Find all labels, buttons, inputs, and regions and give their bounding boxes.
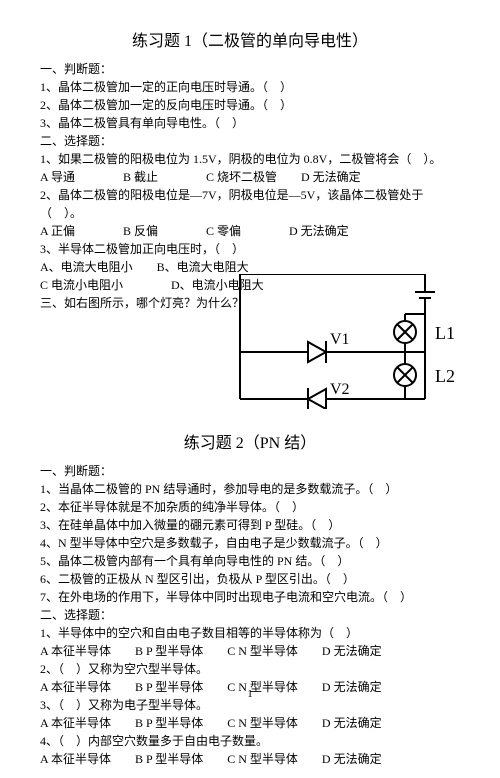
diode-v1-icon	[308, 341, 326, 363]
lamp-l2-icon	[394, 352, 416, 399]
ex1-q2: 2、晶体二极管的阳极电位是—7V，阴极电位是—5V，该晶体二极管处于（ ）。	[40, 186, 460, 222]
ex2-j4: 4、N 型半导体中空穴是多数载子，自由电子是少数载流子。（ ）	[40, 534, 460, 552]
ex2-j5: 5、晶体二极管内部有一个具有单向导电性的 PN 结。（ ）	[40, 552, 460, 570]
ex2-j7: 7、在外电场的作用下，半导体中同时出现电子电流和空穴电流。（ ）	[40, 588, 460, 606]
ex1-title: 练习题 1（二极管的单向导电性）	[40, 30, 460, 54]
lamp-l1-icon	[394, 314, 416, 352]
ex2-q3-opts: A 本征半导体 B P 型半导体 C N 型半导体 D 无法确定	[40, 714, 460, 732]
ex1-q1-opts: A 导通 B 截止 C 烧坏二极管 D 无法确定	[40, 168, 460, 186]
ex2-j3: 3、在硅单晶体中加入微量的硼元素可得到 P 型硅。（ ）	[40, 516, 460, 534]
lamp-l1-label: L1	[435, 323, 455, 343]
diode-v1-label: V1	[330, 331, 350, 348]
ex2-title: 练习题 2（PN 结）	[40, 432, 460, 456]
ex2-q1-opts: A 本征半导体 B P 型半导体 C N 型半导体 D 无法确定	[40, 642, 460, 660]
ex2-q4: 4、（ ）内部空穴数量多于自由电子数量。	[40, 732, 460, 750]
ex1-j1: 1、晶体二极管加一定的正向电压时导通。（ ）	[40, 78, 460, 96]
diode-v2-label: V2	[330, 381, 350, 398]
ex1-q1: 1、如果二极管的阳极电位为 1.5V，阴极的电位为 0.8V，二极管将会（ ）。	[40, 150, 460, 168]
circuit-diagram: V1 V2 L1 L2	[230, 274, 460, 409]
lamp-l2-label: L2	[435, 366, 455, 386]
ex2-sect1: 一、判断题：	[40, 462, 460, 480]
page-number: 1	[0, 688, 500, 700]
battery-icon	[415, 274, 435, 314]
ex1-sect1: 一、判断题：	[40, 60, 460, 78]
ex1-q2-opts: A 正偏 B 反偏 C 零偏 D 无法确定	[40, 222, 460, 240]
ex2-j6: 6、二极管的正极从 N 型区引出，负极从 P 型区引出。（ ）	[40, 570, 460, 588]
ex2-sect2: 二、选择题：	[40, 606, 460, 624]
ex2-q1: 1、半导体中的空穴和自由电子数目相等的半导体称为（ ）	[40, 624, 460, 642]
ex2-j1: 1、当晶体二极管的 PN 结导通时，参加导电的是多数载流子。（ ）	[40, 480, 460, 498]
ex2-q2: 2、（ ）又称为空穴型半导体。	[40, 660, 460, 678]
ex1-sect2: 二、选择题：	[40, 132, 460, 150]
ex2-q4-opts: A 本征半导体 B P 型半导体 C N 型半导体 D 无法确定	[40, 750, 460, 768]
ex1-j2: 2、晶体二极管加一定的反向电压时导通。（ ）	[40, 96, 460, 114]
ex2-j2: 2、本征半导体就是不加杂质的纯净半导体。（ ）	[40, 498, 460, 516]
diode-v2-icon	[308, 388, 326, 409]
ex1-q3: 3、半导体二极管加正向电压时，（ ）	[40, 240, 460, 258]
ex1-j3: 3、晶体二极管具有单向导电性。（ ）	[40, 114, 460, 132]
